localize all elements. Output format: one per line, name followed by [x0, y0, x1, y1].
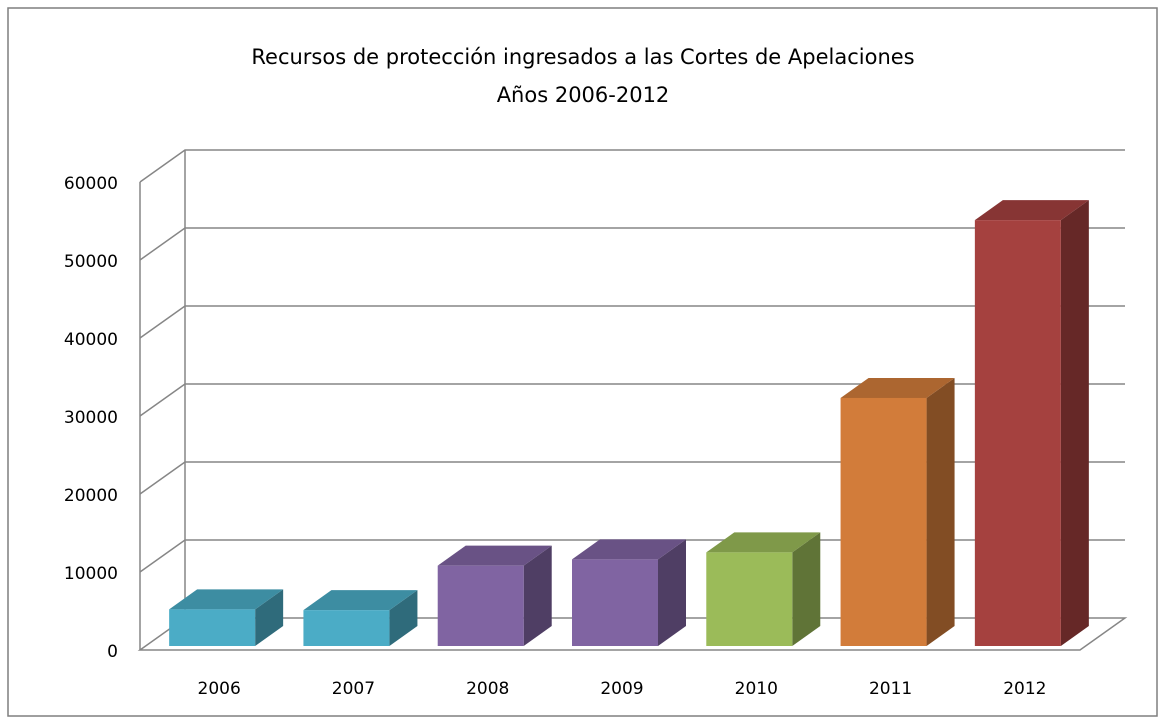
y-tick-label: 60000 — [64, 174, 118, 194]
bar-front — [572, 559, 658, 646]
x-tick-label: 2007 — [332, 679, 375, 699]
bar — [303, 590, 418, 646]
bar-front — [437, 565, 524, 646]
bar-front — [974, 220, 1061, 646]
bar-side — [523, 545, 552, 646]
bar-front — [706, 552, 793, 646]
bar-top — [840, 377, 955, 398]
chart-subtitle: Años 2006-2012 — [497, 83, 670, 107]
y-tick-label: 20000 — [64, 486, 118, 506]
y-tick-label: 10000 — [64, 564, 118, 584]
bar — [840, 377, 955, 646]
x-tick-label: 2011 — [869, 679, 912, 699]
bar-top — [437, 545, 552, 566]
bar-front — [169, 609, 256, 646]
bar-front — [840, 397, 927, 646]
bar — [706, 532, 821, 646]
bar-side — [658, 539, 686, 646]
grid-line — [139, 305, 1125, 339]
x-tick-label: 2008 — [466, 679, 509, 699]
y-tick-label: 0 — [107, 642, 118, 662]
grid-line — [139, 461, 1125, 495]
bar-top — [572, 539, 686, 560]
y-tick-label: 30000 — [64, 408, 118, 428]
bar — [572, 539, 686, 646]
bar-side — [255, 589, 284, 646]
bar-side — [389, 590, 418, 646]
grid-line — [139, 227, 1125, 261]
bar — [437, 545, 552, 646]
bar — [169, 589, 284, 646]
x-tick-label: 2012 — [1003, 679, 1046, 699]
x-tick-label: 2010 — [735, 679, 778, 699]
x-tick-label: 2009 — [600, 679, 643, 699]
chart-title: Recursos de protección ingresados a las … — [251, 45, 914, 69]
bar-side — [792, 532, 821, 646]
y-tick-label: 50000 — [64, 252, 118, 272]
grid-line — [139, 383, 1125, 417]
bar-top — [974, 200, 1089, 221]
bar-front — [303, 610, 390, 646]
bar-side — [926, 377, 955, 646]
y-tick-label: 40000 — [64, 330, 118, 350]
x-tick-label: 2006 — [198, 679, 241, 699]
bar-top — [169, 589, 284, 610]
bar — [974, 200, 1089, 646]
bar-side — [1060, 200, 1089, 646]
bar-top — [706, 532, 821, 553]
grid-line — [139, 149, 1125, 183]
bar-top — [303, 590, 418, 611]
